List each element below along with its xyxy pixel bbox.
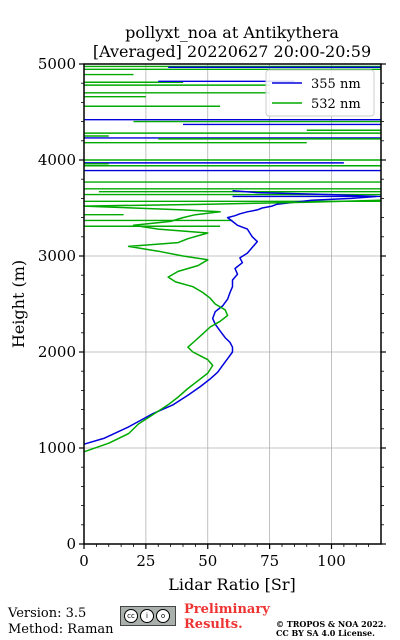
license-line-1: © TROPOS & NOA 2022. (276, 619, 387, 629)
cc-license-icon: cc i o (120, 606, 176, 626)
legend-label-532: 532 nm (311, 97, 361, 112)
cc-icon: cc (124, 609, 138, 623)
series-line-355nm (83, 189, 377, 445)
x-tick-label: 100 (317, 552, 346, 570)
sa-icon: o (156, 609, 170, 623)
chart-title: pollyxt_noa at Antikythera (125, 23, 339, 42)
preliminary-line-2: Results. (184, 617, 243, 632)
y-tick-label: 5000 (38, 55, 76, 73)
lidar-ratio-chart: pollyxt_noa at Antikythera [Averaged] 20… (9, 23, 386, 594)
y-axis-label: Height (m) (9, 260, 28, 348)
y-tick-label: 3000 (38, 247, 76, 265)
license-line-2: CC BY SA 4.0 License. (276, 628, 375, 638)
x-tick-label: 0 (79, 552, 89, 570)
footer-info: Version: 3.5 Method: Raman (8, 606, 114, 638)
version-text: Version: 3.5 (8, 606, 87, 621)
legend-label-355: 355 nm (311, 77, 361, 92)
legend: 355 nm 532 nm (265, 69, 375, 117)
y-tick-label: 0 (66, 535, 76, 553)
y-tick-label: 2000 (38, 343, 76, 361)
preliminary-notice: Preliminary Results. (184, 602, 270, 632)
plot-frame (83, 63, 382, 545)
x-axis-label: Lidar Ratio [Sr] (168, 575, 296, 594)
y-tick-label: 4000 (38, 151, 76, 169)
x-tick-label: 25 (136, 552, 155, 570)
method-text: Method: Raman (8, 622, 114, 637)
x-tick-label: 75 (260, 552, 279, 570)
legend-box (265, 69, 375, 117)
chart-subtitle: [Averaged] 20220627 20:00-20:59 (93, 42, 371, 61)
preliminary-line-1: Preliminary (184, 602, 270, 617)
series-line-532nm (83, 199, 382, 453)
y-tick-label: 1000 (38, 439, 76, 457)
license-text: © TROPOS & NOA 2022. CC BY SA 4.0 Licens… (276, 620, 386, 638)
grid-lines (83, 63, 381, 545)
series-layer (83, 65, 382, 453)
x-tick-label: 50 (198, 552, 217, 570)
by-icon: i (140, 609, 154, 623)
